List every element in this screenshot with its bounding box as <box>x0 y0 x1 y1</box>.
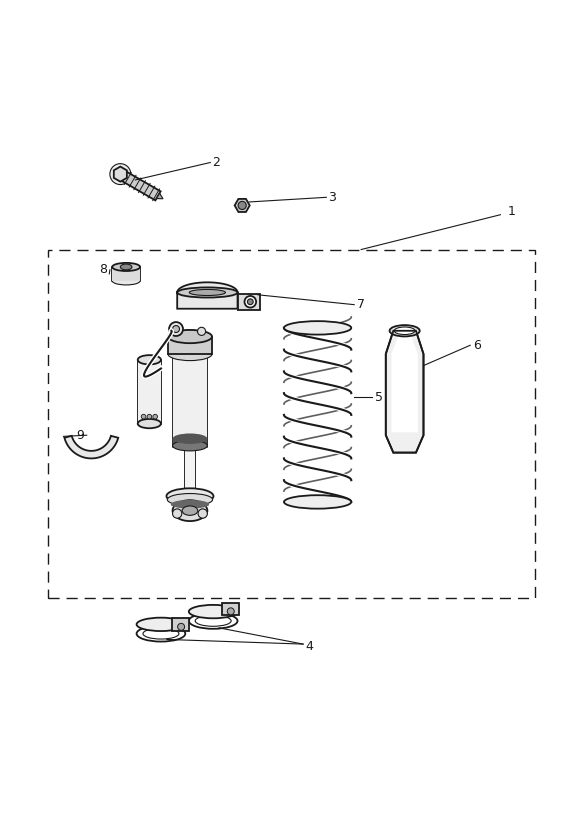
Text: 3: 3 <box>328 191 336 204</box>
Ellipse shape <box>389 325 420 336</box>
Text: 2: 2 <box>212 156 220 169</box>
Text: 8: 8 <box>99 264 107 276</box>
Polygon shape <box>156 193 163 199</box>
Circle shape <box>173 509 182 518</box>
Ellipse shape <box>120 264 132 269</box>
Ellipse shape <box>189 289 226 296</box>
Polygon shape <box>234 199 250 212</box>
Polygon shape <box>386 330 423 452</box>
Circle shape <box>147 414 152 419</box>
Polygon shape <box>173 499 178 505</box>
Polygon shape <box>222 602 239 616</box>
Text: 6: 6 <box>473 339 481 352</box>
Ellipse shape <box>138 419 161 428</box>
Circle shape <box>198 327 206 335</box>
Ellipse shape <box>171 500 209 508</box>
Circle shape <box>198 509 208 518</box>
Ellipse shape <box>168 348 212 361</box>
Ellipse shape <box>143 628 179 639</box>
Bar <box>48 250 535 597</box>
Circle shape <box>153 414 157 419</box>
Ellipse shape <box>394 327 415 335</box>
Bar <box>138 360 161 424</box>
Ellipse shape <box>195 616 231 626</box>
Ellipse shape <box>189 613 237 629</box>
Text: 5: 5 <box>374 391 382 404</box>
Circle shape <box>244 296 256 307</box>
Polygon shape <box>112 267 140 281</box>
Circle shape <box>247 299 253 305</box>
Ellipse shape <box>284 321 352 335</box>
Text: 4: 4 <box>305 640 313 653</box>
Bar <box>173 336 208 447</box>
Polygon shape <box>118 170 161 200</box>
Polygon shape <box>237 293 259 310</box>
Text: 7: 7 <box>357 298 365 311</box>
Ellipse shape <box>112 263 140 271</box>
Ellipse shape <box>136 625 185 642</box>
Ellipse shape <box>167 494 213 506</box>
Text: 1: 1 <box>508 205 516 218</box>
Circle shape <box>169 322 183 336</box>
Ellipse shape <box>284 495 352 508</box>
Ellipse shape <box>182 506 198 515</box>
Polygon shape <box>114 166 127 181</box>
Polygon shape <box>177 283 237 309</box>
Ellipse shape <box>138 355 161 364</box>
Polygon shape <box>168 336 212 354</box>
Polygon shape <box>391 334 418 433</box>
Circle shape <box>178 623 185 630</box>
Polygon shape <box>202 499 208 505</box>
Circle shape <box>110 164 131 185</box>
Ellipse shape <box>168 330 212 343</box>
Ellipse shape <box>167 489 213 504</box>
Text: 9: 9 <box>76 428 83 442</box>
Ellipse shape <box>112 277 140 285</box>
Ellipse shape <box>189 605 237 618</box>
Bar <box>185 447 195 502</box>
Ellipse shape <box>173 500 208 521</box>
Ellipse shape <box>136 618 185 631</box>
Circle shape <box>238 201 246 209</box>
Ellipse shape <box>177 288 237 297</box>
Circle shape <box>173 325 180 333</box>
Bar <box>173 438 208 446</box>
Ellipse shape <box>173 330 208 343</box>
Circle shape <box>227 608 234 615</box>
Polygon shape <box>173 618 189 630</box>
Polygon shape <box>65 436 118 458</box>
Ellipse shape <box>173 433 208 444</box>
Ellipse shape <box>173 441 208 451</box>
Circle shape <box>141 414 146 419</box>
